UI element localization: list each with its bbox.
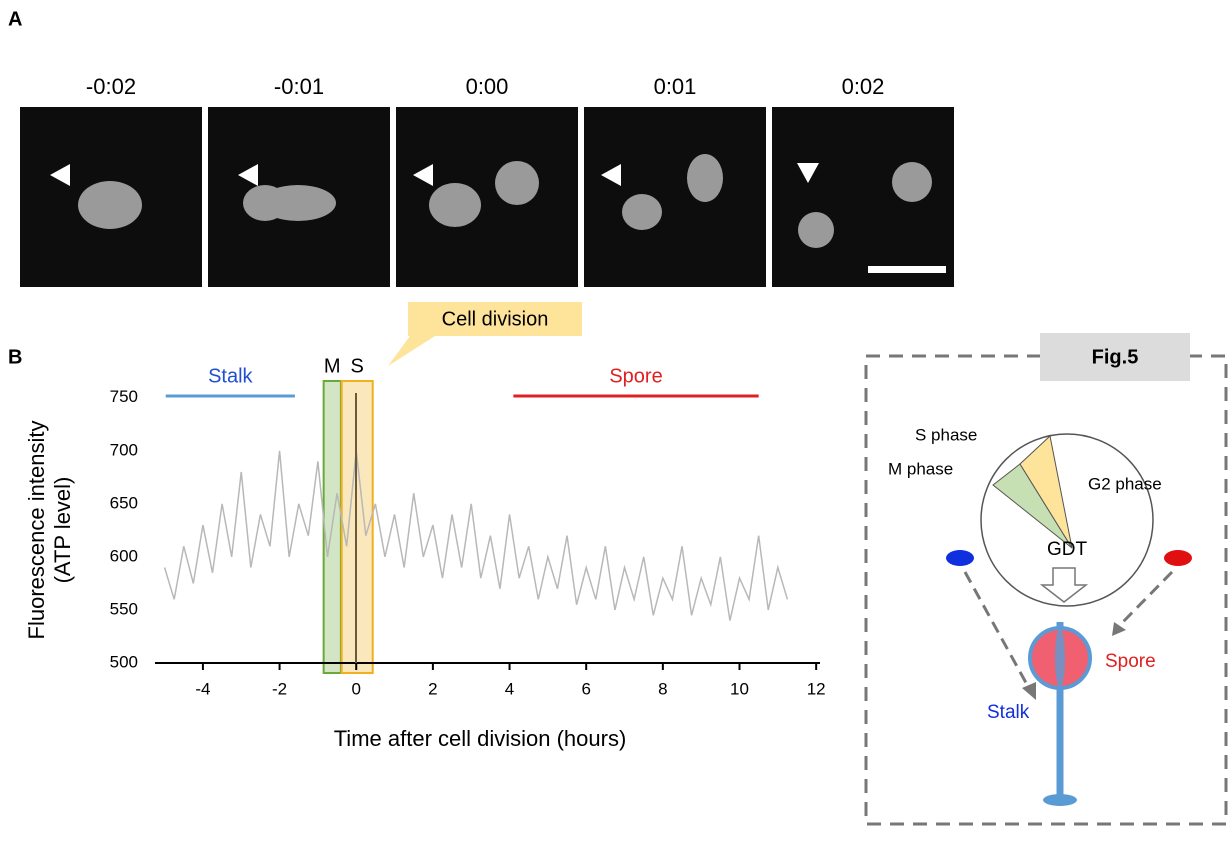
- cell: [892, 162, 932, 202]
- callout-text: Cell division: [442, 308, 549, 330]
- cell: [798, 212, 834, 248]
- panel-label: A: [8, 8, 22, 30]
- x-tick-label: 8: [658, 679, 667, 698]
- y-tick-label: 550: [110, 599, 138, 618]
- spore-label: Spore: [1105, 651, 1156, 672]
- y-axis-label: (ATP level): [50, 477, 75, 584]
- stalk-label: Stalk: [987, 702, 1030, 723]
- gdt-label: GDT: [1047, 539, 1088, 560]
- arrowhead: [797, 163, 819, 183]
- chart: M S Stalk Spore 500 550 600 650 700 750 -4 -2 0 2 4 6 8 1…: [24, 355, 826, 751]
- x-tick-label: 4: [505, 679, 514, 698]
- frame-time-label: -0:02: [86, 74, 136, 99]
- x-tick-label: -2: [272, 679, 287, 698]
- arrowhead: [238, 164, 258, 186]
- g2-phase-label: G2 phase: [1088, 474, 1162, 493]
- cell: [429, 183, 481, 227]
- stalk-core: [1055, 628, 1065, 688]
- x-tick-label: -4: [195, 679, 210, 698]
- title-box: [1040, 333, 1190, 381]
- micrograph: [772, 107, 954, 287]
- cell: [622, 194, 662, 230]
- region-label: S: [351, 355, 364, 377]
- frame-time-label: 0:02: [842, 74, 885, 99]
- x-tick-label: 10: [730, 679, 749, 698]
- spore-cell: [1164, 550, 1192, 566]
- s-phase-label: S phase: [915, 425, 977, 444]
- arrowhead: [601, 164, 621, 186]
- region-label: M: [324, 355, 341, 377]
- cell: [495, 161, 539, 205]
- x-tick-label: 0: [351, 679, 360, 698]
- y-tick-label: 500: [110, 652, 138, 671]
- arrowhead: [50, 164, 70, 186]
- arrowhead: [1022, 682, 1036, 700]
- y-tick-label: 700: [110, 440, 138, 459]
- gdt-arrow: [1039, 567, 1089, 603]
- y-tick-label: 600: [110, 546, 138, 565]
- arrowhead: [413, 164, 433, 186]
- fig5-diagram: Fig.5 S phase M phase G2 phase GDT Spore…: [864, 333, 1228, 826]
- m-phase-label: M phase: [888, 459, 953, 478]
- stalk-cell: [946, 550, 974, 566]
- scale-bar: [868, 266, 946, 273]
- phase-region: [340, 380, 374, 674]
- frame-time-label: -0:01: [274, 74, 324, 99]
- s-phase-wedge: [1019, 435, 1073, 549]
- panel-label: B: [8, 346, 22, 368]
- y-tick-label: 650: [110, 493, 138, 512]
- y-axis-label: Fluorescence intensity: [24, 421, 49, 640]
- callout-bubble: [388, 302, 582, 366]
- arrowhead: [1112, 622, 1126, 636]
- phase-label: Stalk: [208, 365, 253, 387]
- frame-time-label: 0:01: [654, 74, 697, 99]
- micrograph: [584, 107, 766, 287]
- cell: [687, 154, 723, 202]
- phase-label: Spore: [609, 365, 662, 387]
- x-tick-label: 12: [807, 679, 826, 698]
- y-tick-label: 750: [110, 387, 138, 406]
- micrograph: [396, 107, 578, 287]
- x-axis-label: Time after cell division (hours): [334, 726, 627, 751]
- micrographs: -0:02 -0:01 0:00 0:01 0:02: [20, 74, 954, 287]
- cell: [78, 181, 142, 229]
- cell: [243, 185, 287, 221]
- stalk-base: [1043, 794, 1077, 806]
- arrow: [963, 571, 1032, 691]
- arrow: [1118, 570, 1174, 627]
- x-tick-label: 6: [581, 679, 590, 698]
- frame-time-label: 0:00: [466, 74, 509, 99]
- x-tick-label: 2: [428, 679, 437, 698]
- data-line: [163, 450, 789, 621]
- fig5-title: Fig.5: [1092, 346, 1139, 368]
